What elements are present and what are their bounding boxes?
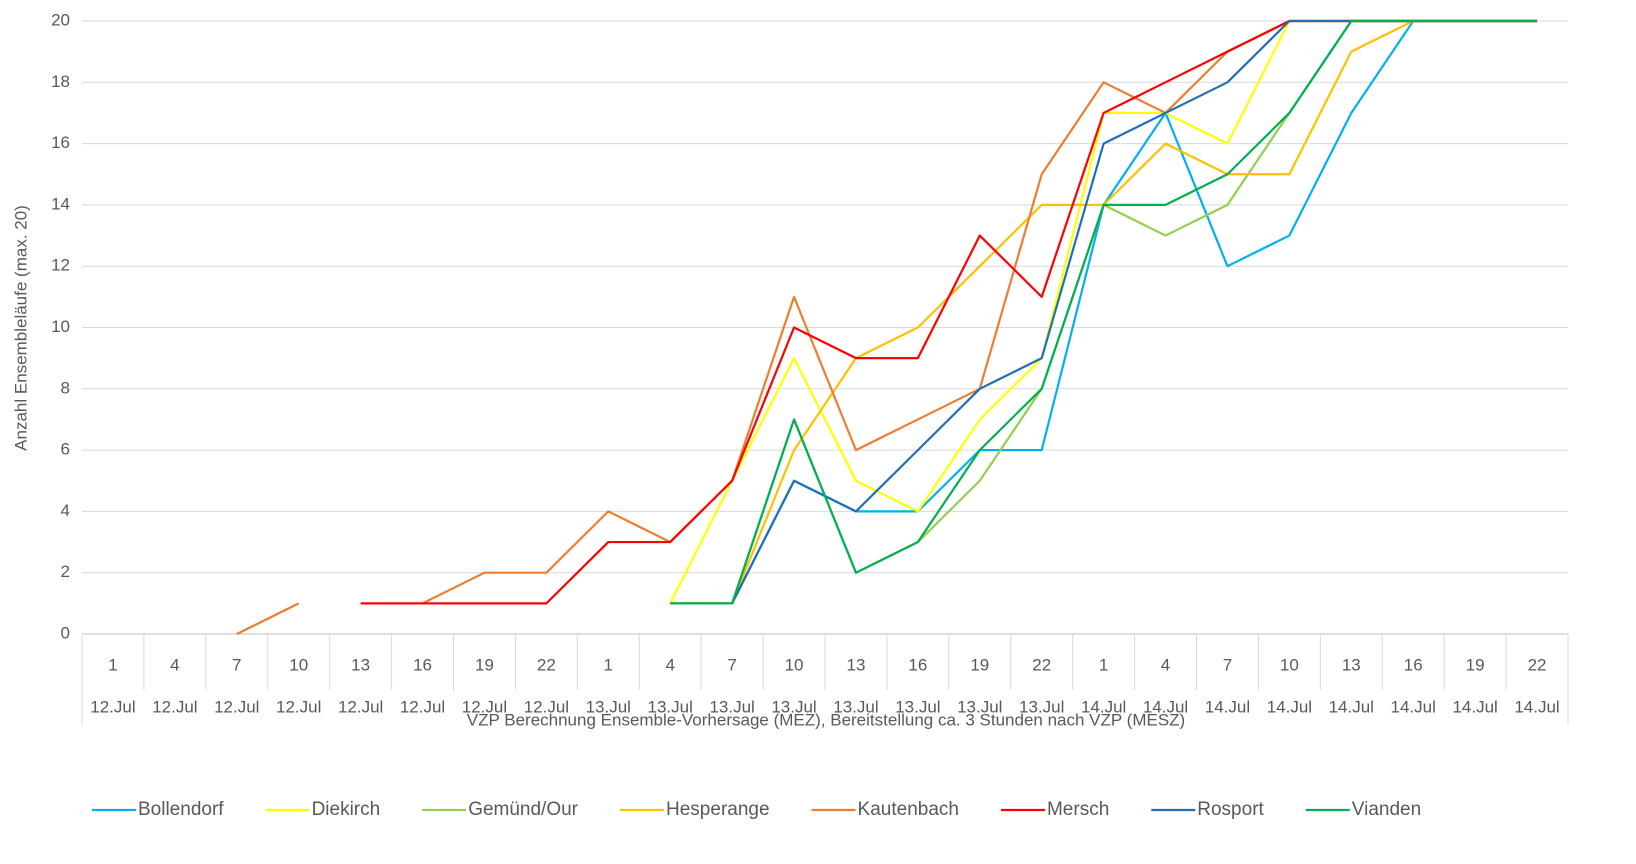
- legend-label: Vianden: [1352, 799, 1421, 820]
- x-group-label: 14.Jul: [1329, 697, 1374, 716]
- x-group-label: 14.Jul: [1391, 697, 1436, 716]
- x-tick-label: 19: [970, 655, 989, 674]
- series-line: [731, 19, 1538, 604]
- y-tick-label: 8: [61, 378, 70, 397]
- y-tick-label: 6: [61, 440, 70, 459]
- x-group-label: 12.Jul: [400, 697, 445, 716]
- y-tick-label: 18: [51, 72, 70, 91]
- series-line: [731, 19, 1538, 604]
- x-group-label: 12.Jul: [462, 697, 507, 716]
- x-tick-label: 10: [1280, 655, 1299, 674]
- x-group-label: 12.Jul: [152, 697, 197, 716]
- x-group-label: 14.Jul: [1514, 697, 1559, 716]
- x-tick-label: 19: [475, 655, 494, 674]
- x-tick-label: 4: [665, 655, 674, 674]
- x-group-label: 12.Jul: [276, 697, 321, 716]
- x-tick-label: 22: [1032, 655, 1051, 674]
- x-group-label: 13.Jul: [709, 697, 754, 716]
- x-axis-title: VZP Berechnung Ensemble-Vorhersage (MEZ)…: [467, 710, 1185, 729]
- x-tick-label: 13: [351, 655, 370, 674]
- x-tick-label: 7: [232, 655, 241, 674]
- y-tick-label: 2: [61, 562, 70, 581]
- x-tick-label: 13: [1342, 655, 1361, 674]
- x-group-label: 13.Jul: [895, 697, 940, 716]
- x-group-label: 13.Jul: [1019, 697, 1064, 716]
- legend-label: Gemünd/Our: [468, 799, 578, 820]
- x-tick-label: 7: [727, 655, 736, 674]
- x-tick-label: 22: [1528, 655, 1547, 674]
- x-tick-label: 16: [1404, 655, 1423, 674]
- x-group-label: 13.Jul: [957, 697, 1002, 716]
- x-tick-label: 10: [289, 655, 308, 674]
- legend-label: Hesperange: [666, 799, 770, 820]
- y-tick-label: 12: [51, 256, 70, 275]
- x-tick-label: 1: [108, 655, 117, 674]
- x-tick-label: 1: [604, 655, 613, 674]
- x-group-label: 13.Jul: [833, 697, 878, 716]
- y-tick-label: 14: [51, 194, 70, 213]
- x-tick-label: 22: [537, 655, 556, 674]
- x-tick-label: 7: [1223, 655, 1232, 674]
- x-tick-label: 16: [413, 655, 432, 674]
- legend-label: Kautenbach: [858, 799, 959, 820]
- x-group-label: 14.Jul: [1143, 697, 1188, 716]
- x-group-label: 12.Jul: [214, 697, 259, 716]
- y-tick-label: 16: [51, 133, 70, 152]
- legend-label: Bollendorf: [138, 799, 224, 820]
- x-tick-label: 19: [1466, 655, 1485, 674]
- x-group-label: 13.Jul: [771, 697, 816, 716]
- x-group-label: 14.Jul: [1267, 697, 1312, 716]
- x-group-label: 12.Jul: [338, 697, 383, 716]
- x-tick-label: 4: [1161, 655, 1170, 674]
- x-group-label: 14.Jul: [1081, 697, 1126, 716]
- y-tick-label: 20: [51, 10, 70, 29]
- series-line: [360, 19, 1538, 605]
- x-tick-label: 10: [785, 655, 804, 674]
- legend-label: Diekirch: [312, 799, 381, 820]
- x-group-label: 14.Jul: [1452, 697, 1497, 716]
- series-line: [670, 19, 1538, 605]
- x-group-label: 12.Jul: [524, 697, 569, 716]
- x-tick-label: 16: [908, 655, 927, 674]
- legend-label: Rosport: [1197, 799, 1264, 820]
- x-tick-label: 13: [846, 655, 865, 674]
- x-group-label: 13.Jul: [648, 697, 693, 716]
- y-axis-title: Anzahl Ensembleläufe (max. 20): [11, 205, 30, 451]
- x-group-label: 13.Jul: [586, 697, 631, 716]
- x-tick-label: 1: [1099, 655, 1108, 674]
- y-tick-label: 10: [51, 317, 70, 336]
- x-group-label: 12.Jul: [90, 697, 135, 716]
- legend-label: Mersch: [1047, 799, 1109, 820]
- x-group-label: 14.Jul: [1205, 697, 1250, 716]
- y-tick-label: 4: [61, 501, 70, 520]
- y-tick-label: 0: [61, 623, 70, 642]
- x-tick-label: 4: [170, 655, 179, 674]
